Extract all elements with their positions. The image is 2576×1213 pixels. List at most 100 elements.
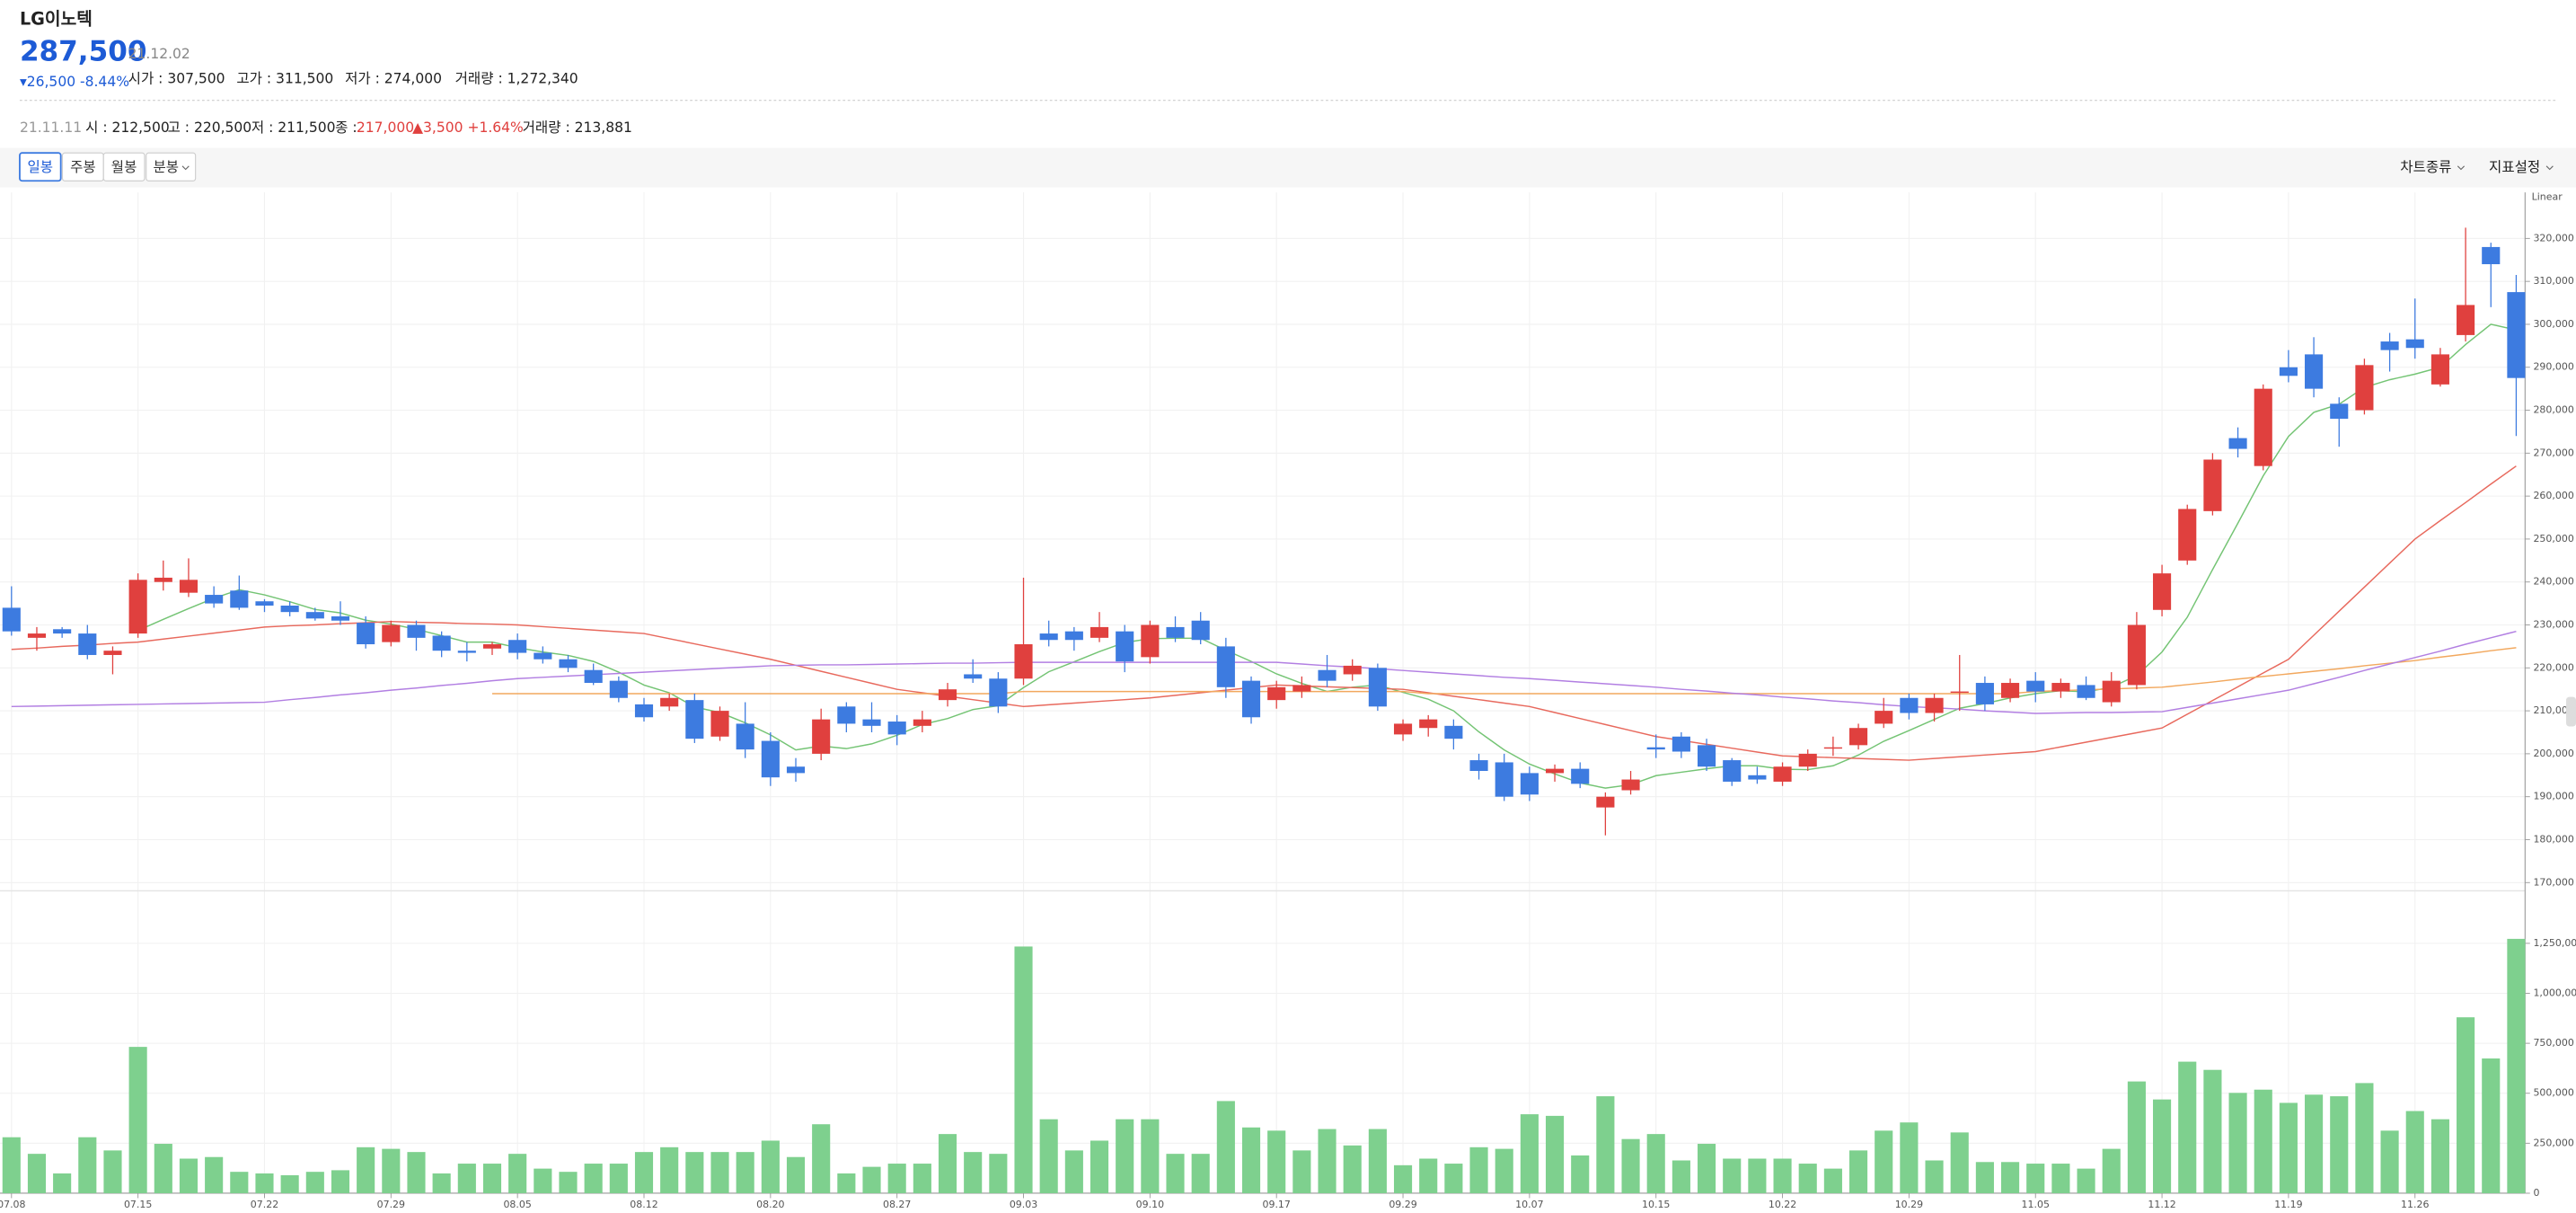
candle-body: [1748, 775, 1767, 780]
price-date: 21.12.02: [128, 46, 190, 62]
volume-bar: [685, 1152, 704, 1193]
period-button[interactable]: 일봉: [19, 152, 62, 182]
stat: 시가 : 307,500: [128, 70, 225, 86]
y-tick-label: 0: [2533, 1187, 2539, 1199]
candle-body: [1216, 646, 1235, 687]
candle-body: [2051, 683, 2070, 692]
x-tick-label: 10.07: [1515, 1199, 1543, 1210]
candle-body: [634, 704, 654, 718]
button-frame: [19, 152, 62, 182]
candle-body: [2001, 683, 2020, 698]
period-button[interactable]: 분봉: [146, 152, 197, 182]
volume-bar: [2178, 1061, 2197, 1193]
x-tick-label: 09.17: [1262, 1199, 1290, 1210]
x-tick-label: 07.08: [0, 1199, 26, 1210]
period-button[interactable]: 월봉: [102, 152, 146, 182]
candle-body: [1545, 768, 1565, 774]
candle-body: [1064, 631, 1083, 641]
menu-label: 지표설정: [2489, 159, 2540, 175]
candle-body: [1798, 753, 1817, 767]
volume-bar: [508, 1154, 527, 1193]
price-change: ▾26,500 -8.44%: [20, 74, 129, 90]
button-label: 일봉: [28, 159, 54, 175]
candle-body: [2102, 680, 2121, 703]
candle-body: [1950, 691, 1969, 694]
x-tick-label: 11.19: [2274, 1199, 2302, 1210]
candle-body: [1925, 697, 1944, 713]
candle-body: [2153, 573, 2172, 610]
menu-button[interactable]: 차트종류: [2400, 159, 2466, 175]
candle-body: [2457, 305, 2475, 335]
volume-bar: [1014, 946, 1033, 1193]
candle-body: [1292, 685, 1311, 692]
volume-bar: [1697, 1144, 1716, 1193]
volume-bar: [1267, 1130, 1286, 1193]
candle-body: [1318, 669, 1337, 681]
y-tick-label: 270,000: [2533, 447, 2573, 458]
volume-bar: [128, 1047, 147, 1193]
period-button[interactable]: 주봉: [61, 152, 104, 182]
y-tick-label: 1,000,000: [2533, 987, 2576, 998]
volume-bar: [407, 1152, 426, 1193]
y-tick-label: 500,000: [2533, 1087, 2573, 1099]
candle-body: [1090, 626, 1109, 638]
toolbar-items: 일봉 주봉 월봉 분봉 차트종류 지표설정: [19, 152, 2554, 182]
candle-body: [382, 624, 401, 642]
candle-body: [710, 711, 729, 737]
moving-average-line: [11, 630, 2517, 714]
y-tick-label: 320,000: [2533, 232, 2573, 243]
y-tick-label: 230,000: [2533, 619, 2573, 631]
volume-bar: [1039, 1119, 1058, 1193]
stat: 거래량 : 1,272,340: [455, 70, 578, 86]
volume-bar: [1191, 1154, 1210, 1193]
scroll-handle: [2566, 696, 2576, 727]
candle-body: [2203, 459, 2222, 511]
candle-body: [1975, 683, 1994, 704]
volume-bar: [1495, 1148, 1513, 1193]
volume-bar: [305, 1172, 324, 1193]
candle-body: [128, 580, 147, 634]
candle-body: [305, 612, 324, 619]
volume-bar: [584, 1164, 603, 1193]
candle-body: [230, 590, 249, 608]
x-tick-label: 10.22: [1769, 1199, 1796, 1210]
volume-bar: [103, 1150, 122, 1193]
menu-button[interactable]: 지표설정: [2489, 159, 2554, 175]
compare-stat: 시 : 212,500: [85, 120, 170, 136]
y-tick-label: 300,000: [2533, 318, 2573, 330]
volume-bar: [1545, 1115, 1565, 1193]
volume-bar: [2405, 1111, 2424, 1193]
candle-body: [761, 740, 780, 778]
volume-bar: [1166, 1154, 1185, 1193]
candle-body: [432, 635, 451, 651]
volume-bar: [331, 1170, 350, 1193]
candle-body: [1469, 760, 1488, 772]
y-tick-label: 280,000: [2533, 404, 2573, 416]
button-label: 주봉: [70, 159, 96, 175]
y-tick-label: 750,000: [2533, 1037, 2573, 1049]
stock-name: LG이노텍: [20, 9, 93, 30]
volume-bar: [1469, 1147, 1488, 1193]
stat: 고가 : 311,500: [236, 70, 333, 86]
volume-bar: [559, 1172, 578, 1193]
candle-body: [812, 719, 831, 754]
candle-body: [1039, 633, 1058, 641]
volume-bar: [1116, 1119, 1134, 1193]
candle-body: [1419, 719, 1438, 729]
candle-body: [887, 722, 906, 735]
volume-bar: [1798, 1164, 1817, 1193]
volume-bar: [1848, 1150, 1868, 1193]
candle-body: [103, 651, 122, 655]
candle-body: [1672, 736, 1690, 752]
y-tick-label: 200,000: [2533, 748, 2573, 759]
volume-bar: [1925, 1160, 1944, 1193]
candle-body: [1444, 725, 1463, 739]
candle-body: [1848, 728, 1868, 746]
candle-body: [1773, 766, 1792, 782]
candle-body: [1596, 796, 1615, 808]
volume-bar: [761, 1140, 780, 1193]
volume-bar: [230, 1172, 249, 1193]
volume-bar: [1419, 1158, 1438, 1193]
volume-bar: [2430, 1119, 2449, 1193]
volume-bar: [2305, 1094, 2324, 1193]
